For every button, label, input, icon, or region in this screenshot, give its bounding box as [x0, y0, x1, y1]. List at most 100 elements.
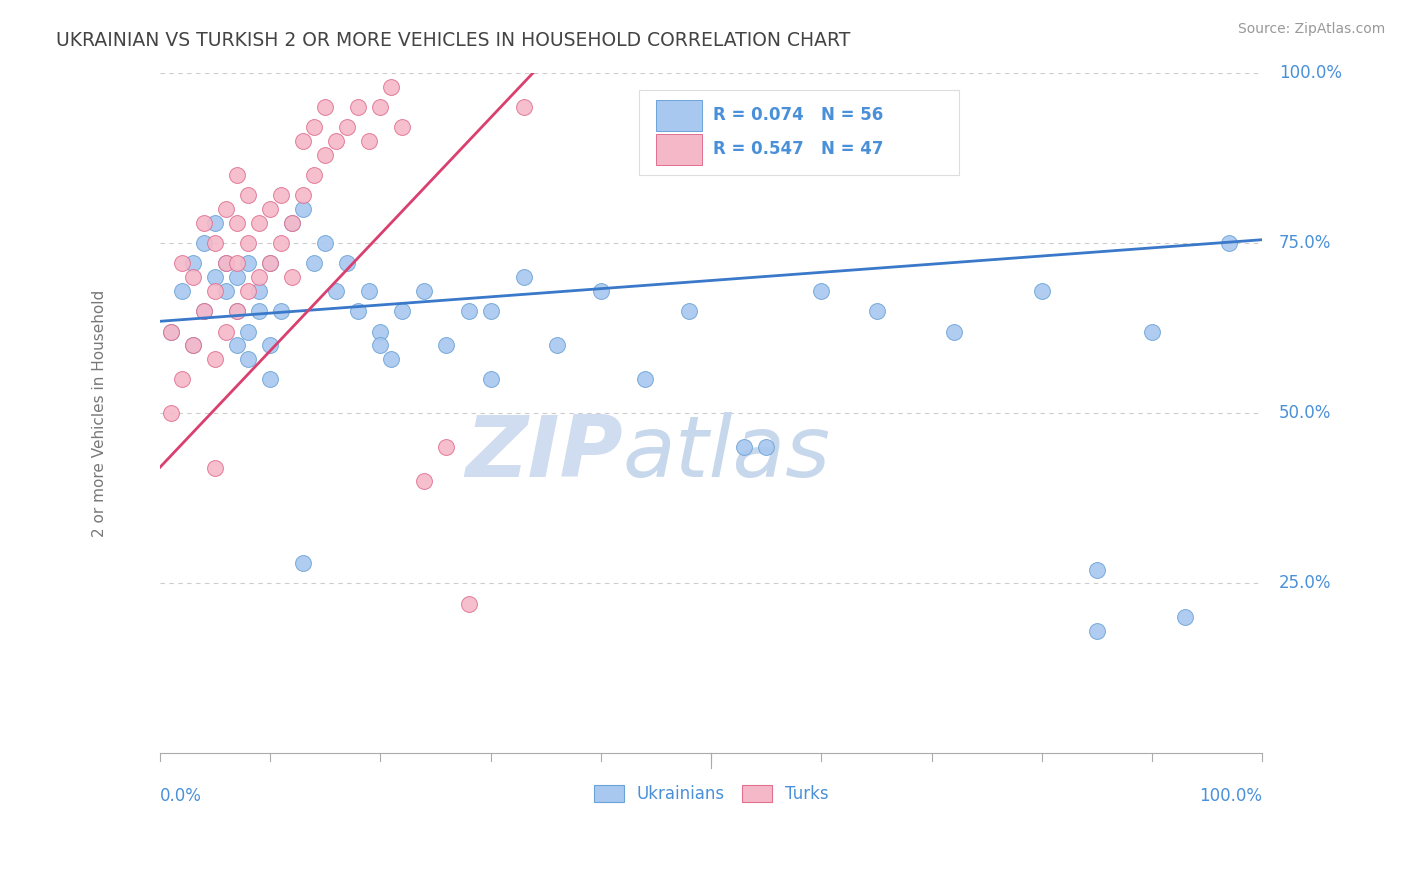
- Point: [336, 256, 359, 270]
- Point: [1174, 610, 1197, 624]
- Point: [215, 256, 238, 270]
- Point: [181, 338, 204, 352]
- Point: [270, 236, 292, 251]
- Point: [413, 474, 436, 488]
- Point: [170, 256, 193, 270]
- Point: [733, 440, 755, 454]
- Point: [247, 270, 270, 285]
- Text: R = 0.074   N = 56: R = 0.074 N = 56: [713, 106, 883, 124]
- Point: [215, 325, 238, 339]
- Text: UKRAINIAN VS TURKISH 2 OR MORE VEHICLES IN HOUSEHOLD CORRELATION CHART: UKRAINIAN VS TURKISH 2 OR MORE VEHICLES …: [56, 31, 851, 50]
- Point: [368, 338, 391, 352]
- Point: [259, 372, 281, 386]
- Point: [546, 338, 568, 352]
- Point: [247, 304, 270, 318]
- Point: [1085, 624, 1108, 638]
- Point: [193, 304, 215, 318]
- Point: [314, 100, 336, 114]
- Point: [314, 147, 336, 161]
- Point: [247, 284, 270, 298]
- Point: [159, 325, 181, 339]
- Point: [236, 284, 259, 298]
- Point: [259, 256, 281, 270]
- Text: 75.0%: 75.0%: [1279, 234, 1331, 252]
- Point: [226, 304, 249, 318]
- Point: [247, 216, 270, 230]
- Point: [281, 216, 304, 230]
- Point: [159, 325, 181, 339]
- Text: 100.0%: 100.0%: [1279, 64, 1341, 82]
- Point: [380, 79, 402, 94]
- Point: [755, 440, 778, 454]
- Text: 50.0%: 50.0%: [1279, 404, 1331, 422]
- Point: [479, 372, 502, 386]
- Point: [204, 351, 226, 366]
- Point: [347, 304, 370, 318]
- Point: [368, 325, 391, 339]
- Point: [236, 236, 259, 251]
- Point: [181, 256, 204, 270]
- Point: [226, 256, 249, 270]
- Point: [325, 134, 347, 148]
- Point: [292, 556, 315, 570]
- Point: [391, 304, 413, 318]
- Point: [436, 338, 458, 352]
- Point: [226, 216, 249, 230]
- Point: [204, 284, 226, 298]
- Point: [170, 372, 193, 386]
- Point: [226, 338, 249, 352]
- Point: [436, 440, 458, 454]
- Point: [259, 256, 281, 270]
- FancyBboxPatch shape: [657, 134, 702, 165]
- Point: [281, 216, 304, 230]
- Text: ZIP: ZIP: [465, 412, 623, 495]
- Point: [457, 304, 479, 318]
- Point: [1085, 563, 1108, 577]
- Point: [236, 325, 259, 339]
- Point: [413, 284, 436, 298]
- Text: 100.0%: 100.0%: [1199, 787, 1263, 805]
- Point: [292, 134, 315, 148]
- Point: [512, 270, 534, 285]
- Point: [226, 304, 249, 318]
- Point: [368, 100, 391, 114]
- Point: [226, 270, 249, 285]
- Point: [281, 270, 304, 285]
- Point: [159, 406, 181, 420]
- Point: [292, 188, 315, 202]
- Point: [865, 304, 887, 318]
- Point: [226, 168, 249, 182]
- Point: [302, 168, 325, 182]
- Point: [359, 134, 381, 148]
- Point: [193, 216, 215, 230]
- Point: [215, 256, 238, 270]
- Text: 0.0%: 0.0%: [160, 787, 201, 805]
- Point: [391, 120, 413, 135]
- Point: [236, 351, 259, 366]
- Point: [236, 256, 259, 270]
- Text: 2 or more Vehicles in Household: 2 or more Vehicles in Household: [91, 290, 107, 537]
- Point: [204, 216, 226, 230]
- Point: [347, 100, 370, 114]
- Point: [1031, 284, 1053, 298]
- Point: [259, 338, 281, 352]
- Point: [512, 100, 534, 114]
- Text: 25.0%: 25.0%: [1279, 574, 1331, 592]
- Point: [215, 202, 238, 216]
- Point: [336, 120, 359, 135]
- Text: Source: ZipAtlas.com: Source: ZipAtlas.com: [1237, 22, 1385, 37]
- Point: [302, 120, 325, 135]
- Point: [204, 236, 226, 251]
- Point: [302, 256, 325, 270]
- Point: [193, 304, 215, 318]
- Point: [215, 284, 238, 298]
- Point: [479, 304, 502, 318]
- Point: [634, 372, 657, 386]
- Point: [359, 284, 381, 298]
- Legend: Ukrainians, Turks: Ukrainians, Turks: [586, 778, 835, 809]
- Point: [380, 351, 402, 366]
- Point: [678, 304, 700, 318]
- Point: [259, 202, 281, 216]
- Point: [942, 325, 965, 339]
- Point: [325, 284, 347, 298]
